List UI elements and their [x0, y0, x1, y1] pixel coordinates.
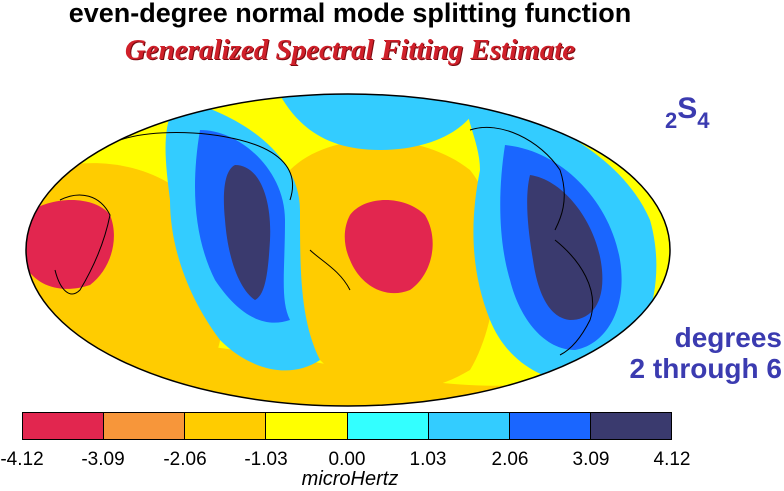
colorbar-segment: [23, 413, 105, 439]
colorbar-segment: [266, 413, 348, 439]
colorbar-segment: [185, 413, 267, 439]
mode-prefix: 2: [665, 108, 678, 133]
colorbar-segment: [509, 413, 591, 439]
colorbar: [22, 412, 672, 440]
colorbar-tick-label: 4.12: [653, 449, 691, 470]
colorbar-segment: [428, 413, 510, 439]
degree-range-label: degrees 2 through 6: [630, 322, 782, 384]
colorbar-tick-label: -4.12: [0, 449, 44, 470]
map-subtitle: Generalized Spectral Fitting Estimate: [124, 34, 576, 66]
colorbar-segment: [347, 413, 429, 439]
colorbar-unit: microHertz: [301, 468, 399, 490]
band-navy-asia: [223, 165, 271, 300]
coastlines: [54, 126, 594, 356]
anomaly-red-africa: [26, 200, 114, 289]
band-navy-americas: [527, 175, 603, 320]
colorbar-tick-label: 0.00: [328, 449, 366, 470]
colorbar-tick-label: -2.06: [163, 449, 207, 470]
colorbar-tick-label: 3.09: [572, 449, 610, 470]
colorbar-tick-label: -3.09: [81, 449, 125, 470]
degrees-line-1: degrees: [674, 322, 782, 353]
degrees-line-2: 2 through 6: [629, 353, 782, 384]
map-title: even-degree normal mode splitting functi…: [68, 0, 632, 28]
splitting-field: [26, 94, 670, 406]
mollweide-map: [25, 93, 671, 407]
band-cyan-north: [280, 94, 480, 150]
colorbar-tick-label: -1.03: [244, 449, 288, 470]
colorbar-tick-label: 1.03: [409, 449, 447, 470]
mode-suffix: 4: [697, 108, 710, 133]
anomaly-red-pacific: [344, 200, 433, 294]
mode-label: 2S4: [665, 92, 710, 134]
mode-letter: S: [677, 92, 698, 125]
globe-outline: [25, 93, 671, 407]
colorbar-segment: [590, 413, 671, 439]
colorbar-tick-label: 2.06: [491, 449, 529, 470]
colorbar-segment: [104, 413, 186, 439]
